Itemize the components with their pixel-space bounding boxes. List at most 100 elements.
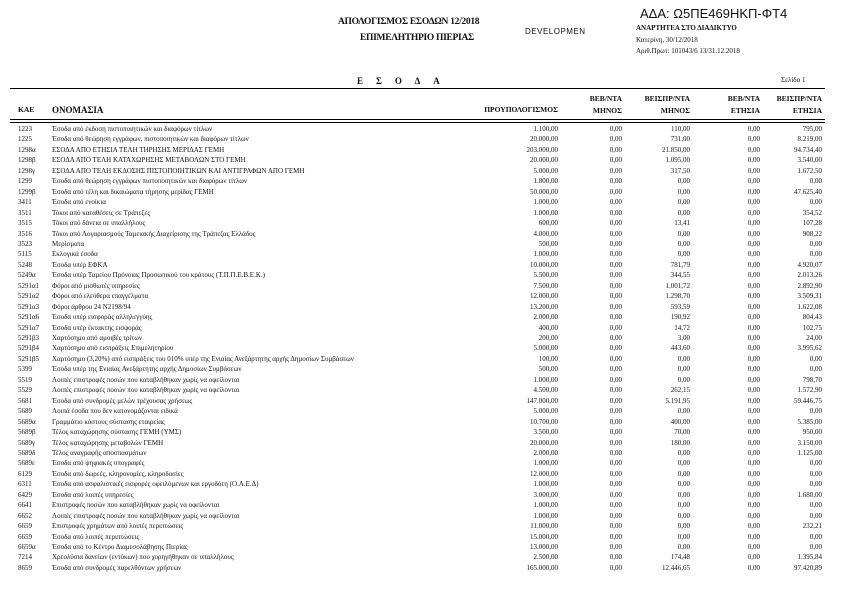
- amount: 12.446,65: [662, 563, 690, 572]
- table-row: 5291β4 Χαρτόσημο από εισπράξεις Επιμελητη…: [0, 343, 842, 353]
- amount: 1.298,70: [665, 292, 691, 301]
- amount: 0,00: [609, 125, 622, 133]
- amount: 0,00: [609, 417, 622, 426]
- description: Έσοδα από τέλη και δικαιώματα τήρησης με…: [52, 187, 214, 196]
- description: Τέλος καταχώρησης μεταβολών ΓΕΜΗ: [52, 438, 164, 447]
- kae-code: 6129: [18, 469, 32, 478]
- amount: 0,00: [677, 187, 690, 196]
- kae-code: 5291α3: [18, 302, 40, 311]
- amount: 102,75: [802, 323, 822, 332]
- amount: 0,00: [609, 396, 622, 405]
- overlay-text: DEVELOPMEN: [525, 27, 586, 36]
- table-row: 5399 Έσοδα υπέρ της Ενιαίας Ανεξάρτητης α…: [0, 364, 842, 374]
- description: Έσοδα από ενοίκια: [52, 198, 106, 207]
- kae-code: 5399: [18, 365, 32, 374]
- amount: 0,00: [609, 522, 622, 531]
- amount: 3.509,31: [797, 292, 823, 301]
- description: Χαρτόσημο (3,20%) από εισπράξεις του 010…: [52, 354, 354, 363]
- kae-code: 1299: [18, 177, 32, 186]
- amount: 1.000,00: [533, 375, 559, 384]
- amount: 0,00: [609, 448, 622, 457]
- amount: 2.892,90: [797, 281, 823, 290]
- page-number: Σελίδα 1: [781, 76, 806, 84]
- amount: 0,00: [747, 135, 760, 144]
- amount: 0,00: [609, 145, 622, 154]
- amount: 354,52: [802, 208, 822, 217]
- description: Έσοδα από λοιπές υπηρεσίες: [52, 490, 134, 499]
- table-row: 6659 Επιστροφές χρημάτων από λοιπές περιπ…: [0, 521, 842, 531]
- amount: 0,00: [809, 543, 822, 551]
- amount: 3,00: [677, 334, 690, 342]
- amount: 0,00: [609, 438, 622, 447]
- amount: 0,00: [609, 239, 622, 248]
- amount: 0,00: [747, 480, 760, 489]
- kae-code: 5291α2: [18, 292, 40, 301]
- amount: 0,00: [609, 480, 622, 489]
- amount: 0,00: [609, 553, 622, 562]
- table-row: 3511 Τόκοι από καταθέσεις σε Τράπεζες 1.00…: [0, 208, 842, 218]
- amount: 0,00: [609, 459, 622, 468]
- amount: 443,60: [670, 344, 690, 353]
- amount: 3.150,00: [797, 438, 823, 447]
- amount: 0,00: [609, 135, 622, 144]
- description: ΕΣΟΔΑ ΑΠΟ ΕΤΗΣΙΑ ΤΕΛΗ ΤΗΡΗΣΗΣ ΜΕΡΙΔΑΣ ΓΕ…: [52, 145, 225, 154]
- table-row: 1298α ΕΣΟΔΑ ΑΠΟ ΕΤΗΣΙΑ ΤΕΛΗ ΤΗΡΗΣΗΣ ΜΕΡΙΔ…: [0, 145, 842, 155]
- table-row: 5249α Έσοδα υπέρ Ταμείου Πρόνοιας Προσωπι…: [0, 270, 842, 280]
- kae-code: 6659: [18, 532, 32, 541]
- kae-code: 5689γ: [18, 438, 36, 447]
- amount: 0,00: [609, 219, 622, 228]
- table-row: 5689ε Έσοδα από ψηφιακές υπογραφές 1.000,0…: [0, 458, 842, 468]
- amount: 2.500,00: [533, 553, 559, 562]
- column-header: ΠΡΟΥΠΟΛΟΓΙΣΜΟΣ: [484, 105, 558, 114]
- amount: 5.385,00: [797, 417, 823, 426]
- kae-code: 3411: [18, 198, 32, 207]
- column-header: ΒΕΙΣΠΡ/ΝΤΑ ΜΗΝΟΣ: [644, 94, 690, 115]
- amount: 0,00: [609, 271, 622, 280]
- amount: 0,00: [609, 532, 622, 541]
- amount: 0,00: [677, 490, 690, 499]
- amount: 0,00: [609, 323, 622, 332]
- amount: 0,00: [677, 208, 690, 217]
- amount: 0,00: [677, 448, 690, 457]
- amount: 3.000,00: [533, 490, 559, 499]
- table-row: 6659α Έσοδα από το Κέντρο Διαμεσολάβησης …: [0, 542, 842, 552]
- amount: 1.125,00: [797, 448, 823, 457]
- amount: 795,00: [802, 125, 822, 133]
- amount: 1.000,00: [533, 208, 559, 217]
- publish-note: ΑΝΑΡΤΗΤΕΑ ΣΤΟ ΔΙΑΔΙΚΤΥΟ: [636, 24, 737, 32]
- amount: 593,59: [670, 302, 690, 311]
- amount: 13.200,00: [530, 302, 558, 311]
- amount: 0,00: [809, 469, 822, 478]
- amount: 0,00: [747, 302, 760, 311]
- amount: 0,00: [747, 313, 760, 322]
- amount: 0,00: [677, 354, 690, 363]
- description: Έσοδα υπέρ της Ενιαίας Ανεξάρτητης αρχής…: [52, 365, 242, 374]
- amount: 0,00: [609, 375, 622, 384]
- description: Φόροι από ελεύθερα επαγγέλματα: [52, 292, 149, 301]
- amount: 20.000,00: [530, 438, 558, 447]
- table-row: 5689β Τέλος καταχώρησης σύστασης ΓΕΜΗ (ΥΜ…: [0, 427, 842, 437]
- amount: 12.000,00: [530, 469, 558, 478]
- amount: 232,21: [802, 522, 822, 531]
- description: Λοιπά έσοδα που δεν κατονομάζονται ειδικ…: [52, 407, 178, 416]
- table-row: 5248 Έσοδα υπέρ ΕΦΚΑ 10.000,00 0,00 781,79 0,…: [0, 260, 842, 270]
- amount: 107,28: [802, 219, 822, 228]
- amount: 0,00: [809, 532, 822, 541]
- protocol-number: Αριθ.Πρωτ: 101043/6 13/31.12.2018: [636, 47, 740, 55]
- description: Λοιπές επιστροφές ποσών που καταβλήθηκαν…: [52, 511, 240, 520]
- kae-code: 6659α: [18, 543, 36, 551]
- description: Έσοδα από συνδρομές μελών τρέχουσας χρήσ…: [52, 396, 193, 405]
- table-row: 5291α3 Φόροι άρθρου 24 Ν2198/94 13.200,00 0…: [0, 302, 842, 312]
- amount: 20.000,00: [530, 156, 558, 165]
- report-title: ΑΠΟΛΟΓΙΣΜΟΣ ΕΣΟΔΩΝ 12/2018: [338, 17, 480, 27]
- description: Έσοδα από το Κέντρο Διαμεσολάβησης Πιερί…: [52, 543, 188, 551]
- amount: 0,00: [609, 490, 622, 499]
- table-row: 6429 Έσοδα από λοιπές υπηρεσίες 3.000,00 0,…: [0, 490, 842, 500]
- amount: 0,00: [809, 480, 822, 489]
- description: Έσοδα υπέρ Ταμείου Πρόνοιας Προσωπικού τ…: [52, 271, 265, 280]
- amount: 5.000,00: [533, 166, 559, 175]
- amount: 11.000,00: [530, 522, 558, 531]
- amount: 0,00: [747, 250, 760, 259]
- description: Έσοδα από συνδρομές παρελθόντων χρήσεων: [52, 563, 182, 572]
- amount: 0,00: [809, 239, 822, 248]
